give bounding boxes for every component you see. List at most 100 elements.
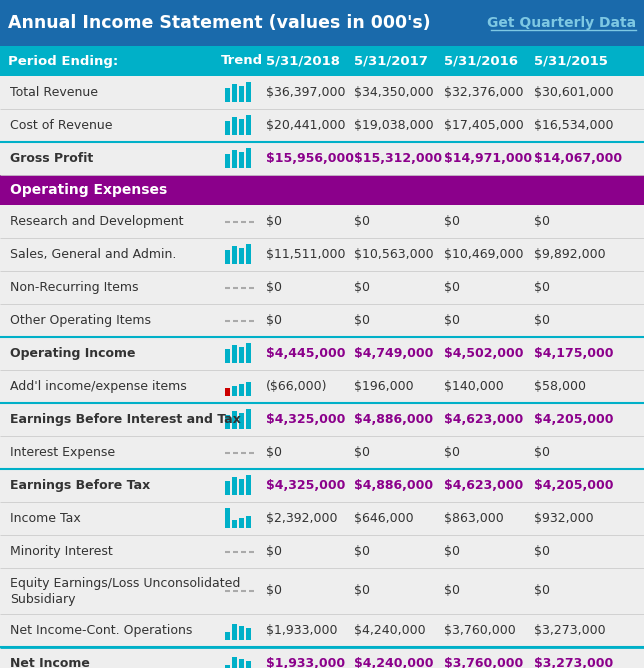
Text: $34,350,000: $34,350,000 (354, 86, 433, 99)
Bar (246, 382, 251, 396)
Bar (0, 142, 644, 175)
Bar (0, 46, 644, 76)
Bar (232, 345, 237, 363)
Text: 5/31/2015: 5/31/2015 (534, 55, 608, 67)
Bar (246, 516, 251, 528)
Bar (0, 0, 644, 46)
Bar (246, 115, 251, 135)
Text: $4,749,000: $4,749,000 (354, 347, 433, 360)
Bar (0, 337, 644, 370)
Text: Get Quarterly Data: Get Quarterly Data (487, 16, 636, 30)
Text: $4,325,000: $4,325,000 (266, 413, 345, 426)
Text: $20,441,000: $20,441,000 (266, 119, 345, 132)
Text: Minority Interest: Minority Interest (10, 545, 113, 558)
Text: $4,175,000: $4,175,000 (534, 347, 614, 360)
Bar (225, 508, 230, 528)
Text: $0: $0 (534, 446, 550, 459)
Bar (232, 657, 237, 668)
Text: Other Operating Items: Other Operating Items (10, 314, 151, 327)
Text: Trend: Trend (221, 55, 263, 67)
Text: $0: $0 (354, 545, 370, 558)
Bar (0, 175, 644, 205)
Text: $4,623,000: $4,623,000 (444, 413, 523, 426)
Text: $0: $0 (354, 281, 370, 294)
Text: $0: $0 (534, 584, 550, 597)
Bar (232, 411, 237, 429)
Text: 5/31/2018: 5/31/2018 (266, 55, 340, 67)
Text: $3,760,000: $3,760,000 (444, 624, 516, 637)
Bar (232, 520, 237, 528)
Bar (0, 568, 644, 614)
Bar (246, 148, 251, 168)
Bar (246, 475, 251, 495)
Text: $0: $0 (444, 446, 460, 459)
Bar (225, 121, 230, 135)
Text: $9,892,000: $9,892,000 (534, 248, 605, 261)
Text: $4,886,000: $4,886,000 (354, 479, 433, 492)
Text: $10,469,000: $10,469,000 (444, 248, 524, 261)
Text: Interest Expense: Interest Expense (10, 446, 115, 459)
Bar (225, 250, 230, 264)
Text: Add'l income/expense items: Add'l income/expense items (10, 380, 187, 393)
Bar (0, 502, 644, 535)
Bar (246, 628, 251, 640)
Text: $0: $0 (354, 215, 370, 228)
Text: $0: $0 (354, 584, 370, 597)
Text: $4,205,000: $4,205,000 (534, 479, 614, 492)
Bar (232, 117, 237, 135)
Bar (239, 86, 244, 102)
Text: $0: $0 (534, 545, 550, 558)
Bar (0, 76, 644, 109)
Bar (0, 469, 644, 502)
Bar (0, 614, 644, 647)
Bar (239, 518, 244, 528)
Bar (0, 304, 644, 337)
Bar (239, 248, 244, 264)
Text: $3,273,000: $3,273,000 (534, 657, 613, 668)
Bar (225, 481, 230, 495)
Bar (246, 343, 251, 363)
Text: $0: $0 (266, 215, 282, 228)
Text: $932,000: $932,000 (534, 512, 594, 525)
Text: Equity Earnings/Loss Unconsolidated: Equity Earnings/Loss Unconsolidated (10, 576, 240, 589)
Text: $0: $0 (444, 545, 460, 558)
Text: $0: $0 (266, 281, 282, 294)
Text: $4,886,000: $4,886,000 (354, 413, 433, 426)
Text: Income Tax: Income Tax (10, 512, 80, 525)
Text: $14,971,000: $14,971,000 (444, 152, 532, 165)
Text: $2,392,000: $2,392,000 (266, 512, 337, 525)
Text: $0: $0 (534, 314, 550, 327)
Text: $19,038,000: $19,038,000 (354, 119, 433, 132)
Bar (232, 477, 237, 495)
Text: Gross Profit: Gross Profit (10, 152, 93, 165)
Text: $646,000: $646,000 (354, 512, 413, 525)
Bar (246, 82, 251, 102)
Text: 5/31/2016: 5/31/2016 (444, 55, 518, 67)
Bar (0, 436, 644, 469)
Bar (232, 84, 237, 102)
Text: $30,601,000: $30,601,000 (534, 86, 614, 99)
Text: $17,405,000: $17,405,000 (444, 119, 524, 132)
Bar (0, 271, 644, 304)
Text: Earnings Before Tax: Earnings Before Tax (10, 479, 150, 492)
Text: $0: $0 (266, 545, 282, 558)
Text: $0: $0 (354, 446, 370, 459)
Text: $140,000: $140,000 (444, 380, 504, 393)
Text: $0: $0 (354, 314, 370, 327)
Bar (0, 535, 644, 568)
Bar (239, 479, 244, 495)
Text: $58,000: $58,000 (534, 380, 586, 393)
Text: $4,205,000: $4,205,000 (534, 413, 614, 426)
Bar (0, 109, 644, 142)
Bar (239, 152, 244, 168)
Text: $4,325,000: $4,325,000 (266, 479, 345, 492)
Text: Total Revenue: Total Revenue (10, 86, 98, 99)
Text: $196,000: $196,000 (354, 380, 413, 393)
Text: $0: $0 (266, 446, 282, 459)
Text: Sales, General and Admin.: Sales, General and Admin. (10, 248, 176, 261)
Text: $11,511,000: $11,511,000 (266, 248, 345, 261)
Text: $0: $0 (534, 281, 550, 294)
Text: $0: $0 (266, 314, 282, 327)
Text: Earnings Before Interest and Tax: Earnings Before Interest and Tax (10, 413, 241, 426)
Text: 5/31/2017: 5/31/2017 (354, 55, 428, 67)
